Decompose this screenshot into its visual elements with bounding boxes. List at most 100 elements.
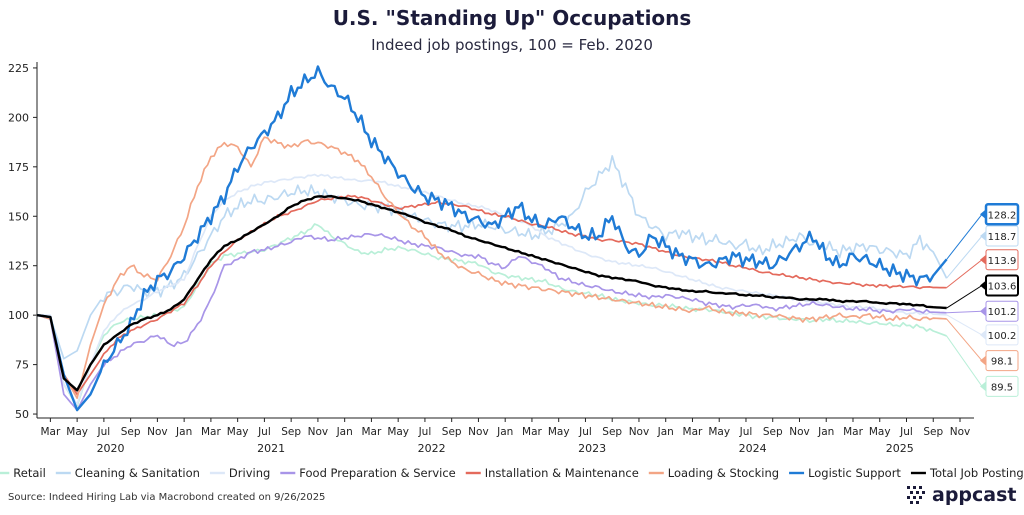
legend-entry: Logistic Support xyxy=(808,466,901,480)
end-label-connector xyxy=(946,285,983,309)
x-tick-label: Sep xyxy=(442,426,462,438)
year-label: 2021 xyxy=(257,442,285,455)
legend-entry: Cleaning & Sanitation xyxy=(75,466,200,480)
end-label-box xyxy=(985,249,1019,271)
year-label: 2020 xyxy=(97,442,125,455)
end-label-connector xyxy=(946,235,983,279)
y-tick-label: 50 xyxy=(15,408,29,421)
y-tick-label: 75 xyxy=(15,359,29,372)
end-value-label: 101.2 xyxy=(988,307,1017,318)
end-label-box xyxy=(985,350,1019,372)
x-tick-label: May xyxy=(66,426,88,438)
year-label: 2022 xyxy=(418,442,446,455)
legend-entry: Retail xyxy=(13,466,46,480)
end-label-pointer xyxy=(980,355,986,366)
x-tick-label: Sep xyxy=(923,426,943,438)
x-tick-label: Mar xyxy=(522,426,542,438)
end-label-connector xyxy=(946,213,983,260)
appcast-logo: appcast xyxy=(906,484,1017,506)
y-tick-label: 175 xyxy=(8,161,29,174)
x-tick-label: Jul xyxy=(899,426,913,438)
end-label-connector xyxy=(946,310,983,314)
end-value-label: 128.2 xyxy=(988,210,1017,221)
chart-axes: 50 75 100 125 150 175 200 225 Mar May Jul Sep Nov Jan… xyxy=(8,62,974,455)
y-tick-label: 225 xyxy=(8,62,29,75)
series-line-cleaning-sanitation xyxy=(36,155,948,360)
end-label-box xyxy=(985,324,1019,346)
end-label-box xyxy=(985,225,1019,247)
x-tick-label: Jan xyxy=(657,426,674,438)
end-label-connector xyxy=(946,314,983,336)
y-tick-label: 200 xyxy=(8,111,29,124)
end-label-pointer xyxy=(980,254,986,265)
x-tick-label: Sep xyxy=(121,426,141,438)
end-label-box xyxy=(984,203,1020,226)
legend-entry: Food Preparation & Service xyxy=(299,466,455,480)
end-label-pointer xyxy=(980,329,986,340)
end-label-pointer xyxy=(980,209,986,220)
legend-entry: Driving xyxy=(229,466,270,480)
series-line-food-preparation-service xyxy=(36,232,947,411)
series-line-driving xyxy=(37,173,947,406)
x-tick-label: Mar xyxy=(362,426,382,438)
x-tick-label: May xyxy=(869,426,891,438)
y-tick-label: 125 xyxy=(8,260,29,273)
x-tick-label: Nov xyxy=(308,426,329,438)
x-tick-label: Mar xyxy=(40,426,60,438)
x-tick-label: Jan xyxy=(496,426,513,438)
x-tick-label: Jul xyxy=(578,426,592,438)
end-value-label: 113.9 xyxy=(988,256,1017,267)
brand-name: appcast xyxy=(932,484,1017,506)
end-value-label: 100.2 xyxy=(988,331,1017,342)
x-tick-label: Jan xyxy=(175,426,192,438)
chart-title: U.S. "Standing Up" Occupations xyxy=(332,6,692,30)
end-label-box xyxy=(985,375,1019,397)
y-tick-label: 150 xyxy=(8,210,29,223)
x-tick-label: Jul xyxy=(739,426,753,438)
x-tick-label: Sep xyxy=(281,426,301,438)
x-tick-label: Mar xyxy=(843,426,863,438)
series-line-loading-stocking xyxy=(36,136,947,400)
end-label-pointer xyxy=(980,280,986,291)
series-line-logistic-support xyxy=(36,65,948,412)
x-tick-label: Nov xyxy=(468,426,489,438)
end-label-pointer xyxy=(980,231,986,242)
x-tick-label: May xyxy=(387,426,409,438)
x-tick-label: Mar xyxy=(201,426,221,438)
y-tick-label: 100 xyxy=(8,309,29,322)
appcast-dots-icon xyxy=(907,486,925,504)
end-label-pointer xyxy=(980,381,986,392)
legend-entry: Installation & Maintenance xyxy=(485,466,639,480)
series-line-retail xyxy=(36,223,947,407)
x-tick-label: May xyxy=(227,426,249,438)
year-label: 2025 xyxy=(886,442,914,455)
year-label: 2023 xyxy=(578,442,606,455)
x-tick-label: Jul xyxy=(257,426,271,438)
x-tick-label: Nov xyxy=(629,426,650,438)
x-tick-label: Nov xyxy=(147,426,168,438)
x-tick-label: May xyxy=(708,426,730,438)
x-tick-label: Nov xyxy=(950,426,971,438)
x-tick-label: May xyxy=(548,426,570,438)
legend-entry: Loading & Stocking xyxy=(668,466,779,480)
year-label: 2024 xyxy=(739,442,767,455)
end-label-connector xyxy=(946,318,983,361)
x-tick-label: Jan xyxy=(336,426,353,438)
end-label-connector xyxy=(946,259,983,289)
x-tick-label: Sep xyxy=(763,426,783,438)
end-label-pointer xyxy=(980,306,986,317)
end-value-label: 118.7 xyxy=(988,232,1017,243)
x-tick-label: Jul xyxy=(97,426,111,438)
end-label-box xyxy=(985,274,1019,297)
series-line-installation-maintenance xyxy=(36,194,947,396)
x-tick-label: Nov xyxy=(789,426,810,438)
end-value-label: 89.5 xyxy=(991,382,1013,393)
x-tick-label: Jan xyxy=(817,426,834,438)
end-label-connector xyxy=(946,335,983,387)
x-tick-label: Mar xyxy=(683,426,703,438)
x-tick-label: Jul xyxy=(418,426,432,438)
end-value-label: 98.1 xyxy=(991,357,1013,368)
chart-legend: Retail Cleaning & Sanitation Driving Food P… xyxy=(0,466,1024,480)
chart-subtitle: Indeed job postings, 100 = Feb. 2020 xyxy=(371,36,653,54)
